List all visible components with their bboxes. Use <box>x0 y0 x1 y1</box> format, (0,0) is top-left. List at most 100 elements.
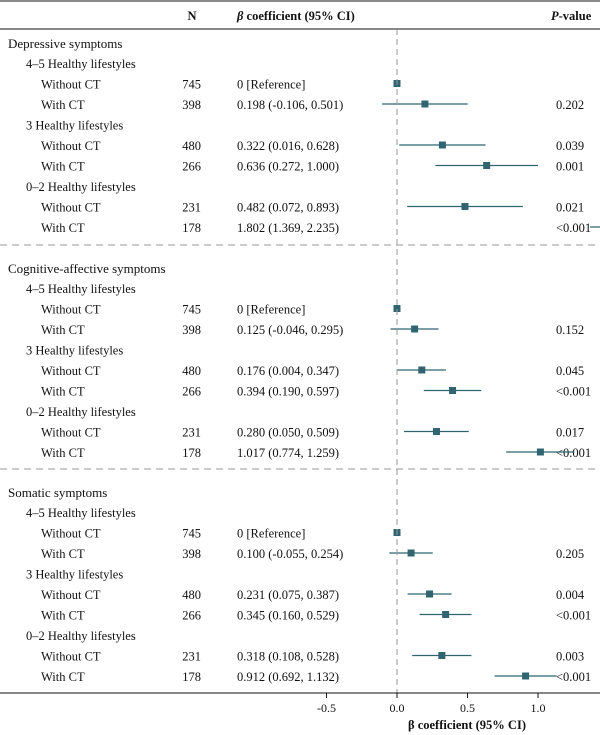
row-estimate-ci: 0.322 (0.016, 0.628) <box>237 139 339 153</box>
point-marker <box>432 428 440 435</box>
subgroup-label: 4–5 Healthy lifestyles <box>26 57 136 71</box>
row-estimate-ci: 0.345 (0.160, 0.529) <box>237 609 339 623</box>
header-n: N <box>187 9 196 23</box>
point-marker <box>407 549 415 557</box>
row-label: With CT <box>41 98 85 112</box>
row-label: With CT <box>41 221 85 235</box>
row-n: 398 <box>182 323 201 337</box>
subgroup-label: 3 Healthy lifestyles <box>26 568 123 582</box>
row-n: 745 <box>182 527 201 541</box>
row-estimate-ci: 0.912 (0.692, 1.132) <box>237 670 339 684</box>
x-axis: -0.50.00.51.01.52.0β coefficient (95% CI… <box>0 29 600 732</box>
row-estimate-ci: 0 [Reference] <box>237 527 305 541</box>
row-label: Without CT <box>41 78 101 92</box>
row-label: With CT <box>41 385 85 399</box>
row-p-value: <0.001 <box>556 221 591 235</box>
row-estimate-ci: 0.176 (0.004, 0.347) <box>237 364 339 378</box>
x-tick-label: 0.5 <box>460 701 475 715</box>
row-n: 745 <box>182 78 201 92</box>
row-n: 178 <box>182 221 201 235</box>
row-estimate-ci: 0.280 (0.050, 0.509) <box>237 426 339 440</box>
point-marker <box>536 448 544 456</box>
row-estimate-ci: 1.017 (0.774, 1.259) <box>237 446 339 460</box>
group-title: Depressive symptoms <box>8 36 122 51</box>
row-estimate-ci: 0.231 (0.075, 0.387) <box>237 588 339 602</box>
row-p-value: 0.001 <box>556 160 584 174</box>
subgroup-label: 4–5 Healthy lifestyles <box>26 506 136 520</box>
row-label: Without CT <box>41 650 101 664</box>
row-n: 231 <box>182 201 201 215</box>
row-label: Without CT <box>41 588 101 602</box>
row-n: 178 <box>182 670 201 684</box>
subgroup-label: 0–2 Healthy lifestyles <box>26 629 136 643</box>
subgroup-label: 0–2 Healthy lifestyles <box>26 180 136 194</box>
row-p-value: 0.039 <box>556 139 584 153</box>
row-estimate-ci: 0 [Reference] <box>237 303 305 317</box>
row-p-value: 0.045 <box>556 364 584 378</box>
x-axis-label: β coefficient (95% CI) <box>408 718 526 732</box>
row-estimate-ci: 0.482 (0.072, 0.893) <box>237 201 339 215</box>
subgroup-label: 4–5 Healthy lifestyles <box>26 282 136 296</box>
row-n: 745 <box>182 303 201 317</box>
row-p-value: 0.003 <box>556 650 584 664</box>
row-label: Without CT <box>41 426 101 440</box>
point-marker <box>438 652 446 659</box>
header-p-value: P-value <box>551 9 592 23</box>
row-n: 266 <box>182 160 201 174</box>
row-p-value: 0.205 <box>556 547 584 561</box>
subgroup-label: 0–2 Healthy lifestyles <box>26 405 136 419</box>
row-label: Without CT <box>41 364 101 378</box>
row-p-value: <0.001 <box>556 385 591 399</box>
point-marker <box>393 305 401 312</box>
row-label: With CT <box>41 670 85 684</box>
row-n: 480 <box>182 364 201 378</box>
row-n: 480 <box>182 588 201 602</box>
row-label: With CT <box>41 547 85 561</box>
row-label: Without CT <box>41 527 101 541</box>
point-marker <box>426 590 434 598</box>
subgroup-label: 3 Healthy lifestyles <box>26 344 123 358</box>
x-tick-label: 1.0 <box>531 701 546 715</box>
row-p-value: 0.004 <box>556 588 585 602</box>
row-label: Without CT <box>41 139 101 153</box>
header-beta: β coefficient (95% CI) <box>236 9 355 23</box>
row-label: Without CT <box>41 303 101 317</box>
row-estimate-ci: 0.125 (-0.046, 0.295) <box>237 323 343 337</box>
row-p-value: 0.202 <box>556 98 584 112</box>
row-p-value: <0.001 <box>556 609 591 623</box>
row-p-value: <0.001 <box>556 670 591 684</box>
row-estimate-ci: 0 [Reference] <box>237 78 305 92</box>
row-estimate-ci: 0.198 (-0.106, 0.501) <box>237 98 343 112</box>
point-marker <box>522 672 530 680</box>
x-tick-label: -0.5 <box>317 701 336 715</box>
subgroup-label: 3 Healthy lifestyles <box>26 119 123 133</box>
point-marker <box>442 611 450 618</box>
row-label: Without CT <box>41 201 101 215</box>
row-p-value: <0.001 <box>556 446 591 460</box>
row-estimate-ci: 0.100 (-0.055, 0.254) <box>237 547 343 561</box>
row-label: With CT <box>41 323 85 337</box>
row-estimate-ci: 1.802 (1.369, 2.235) <box>237 221 339 235</box>
row-n: 398 <box>182 547 201 561</box>
point-marker <box>438 141 446 149</box>
point-marker <box>483 162 491 169</box>
x-tick-label: 0.0 <box>390 701 405 715</box>
point-marker <box>461 203 469 210</box>
row-n: 266 <box>182 609 201 623</box>
row-n: 480 <box>182 139 201 153</box>
row-label: With CT <box>41 609 85 623</box>
point-marker <box>449 387 457 394</box>
row-estimate-ci: 0.636 (0.272, 1.000) <box>237 160 339 174</box>
row-n: 231 <box>182 426 201 440</box>
row-estimate-ci: 0.394 (0.190, 0.597) <box>237 385 339 399</box>
row-n: 398 <box>182 98 201 112</box>
group-title: Cognitive-affective symptoms <box>8 261 166 276</box>
point-marker <box>421 100 429 108</box>
row-n: 231 <box>182 650 201 664</box>
row-p-value: 0.152 <box>556 323 584 337</box>
point-marker <box>418 366 426 374</box>
row-label: With CT <box>41 446 85 460</box>
row-n: 178 <box>182 446 201 460</box>
row-estimate-ci: 0.318 (0.108, 0.528) <box>237 650 339 664</box>
